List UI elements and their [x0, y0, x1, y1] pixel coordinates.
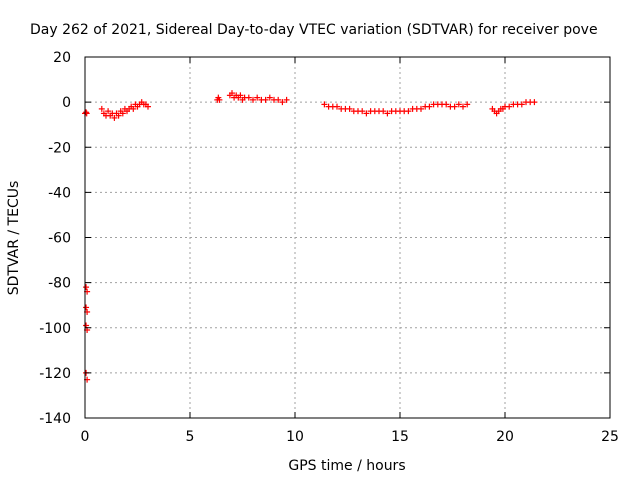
- data-point: [443, 101, 450, 108]
- y-tick-label: -140: [39, 411, 71, 427]
- y-tick-label: 20: [53, 50, 71, 66]
- y-tick-label: -120: [39, 366, 71, 382]
- data-point: [145, 103, 151, 110]
- data-point: [237, 92, 244, 99]
- data-point: [531, 99, 538, 106]
- data-point: [216, 96, 223, 103]
- y-tick-label: -100: [39, 321, 71, 337]
- data-point: [275, 96, 282, 103]
- x-tick-label: 10: [286, 429, 304, 445]
- data-point: [384, 110, 391, 117]
- axis-ticks: 0 5 10 15 20 25 20 0 -20 -40 -60 -80 -100 -120 -140: [39, 50, 619, 445]
- data-point: [506, 103, 513, 110]
- data-point: [418, 105, 424, 112]
- y-tick-label: -40: [48, 185, 71, 201]
- data-point: [266, 94, 273, 101]
- data-point: [460, 103, 466, 110]
- data-point: [262, 96, 269, 103]
- y-tick-label: -20: [48, 140, 71, 156]
- grid-lines: [85, 57, 610, 418]
- chart-title: Day 262 of 2021, Sidereal Day-to-day VTE…: [30, 22, 598, 38]
- data-point: [254, 94, 261, 101]
- data-point: [279, 99, 286, 106]
- x-tick-label: 15: [391, 429, 409, 445]
- y-tick-label: 0: [62, 95, 71, 111]
- data-point: [321, 101, 328, 108]
- data-point: [130, 105, 137, 112]
- data-point: [83, 109, 90, 116]
- data-points: [82, 90, 538, 383]
- data-point: [250, 96, 256, 103]
- data-point: [359, 108, 366, 115]
- data-point: [245, 94, 252, 101]
- x-axis-label: GPS time / hours: [288, 458, 405, 474]
- data-point: [464, 101, 471, 108]
- data-point: [518, 101, 525, 108]
- x-tick-label: 5: [186, 429, 195, 445]
- x-tick-label: 25: [601, 429, 619, 445]
- data-point: [363, 110, 370, 117]
- data-point: [455, 101, 462, 108]
- data-point: [115, 112, 122, 119]
- data-point: [451, 103, 458, 110]
- data-point: [105, 108, 112, 115]
- data-point: [334, 103, 340, 110]
- data-point: [229, 90, 235, 97]
- x-tick-label: 0: [81, 429, 90, 445]
- data-point: [119, 110, 126, 117]
- data-point: [405, 108, 412, 115]
- data-point: [283, 96, 290, 103]
- data-point: [111, 114, 118, 121]
- y-axis-label: SDTVAR / TECUs: [6, 181, 22, 296]
- x-tick-label: 20: [496, 429, 514, 445]
- data-point: [83, 284, 90, 291]
- data-point: [83, 304, 90, 311]
- y-tick-label: -60: [48, 231, 71, 247]
- data-point: [346, 105, 353, 112]
- data-point: [98, 105, 105, 112]
- data-point: [380, 108, 387, 115]
- data-point: [426, 103, 433, 110]
- y-tick-label: -80: [48, 276, 71, 292]
